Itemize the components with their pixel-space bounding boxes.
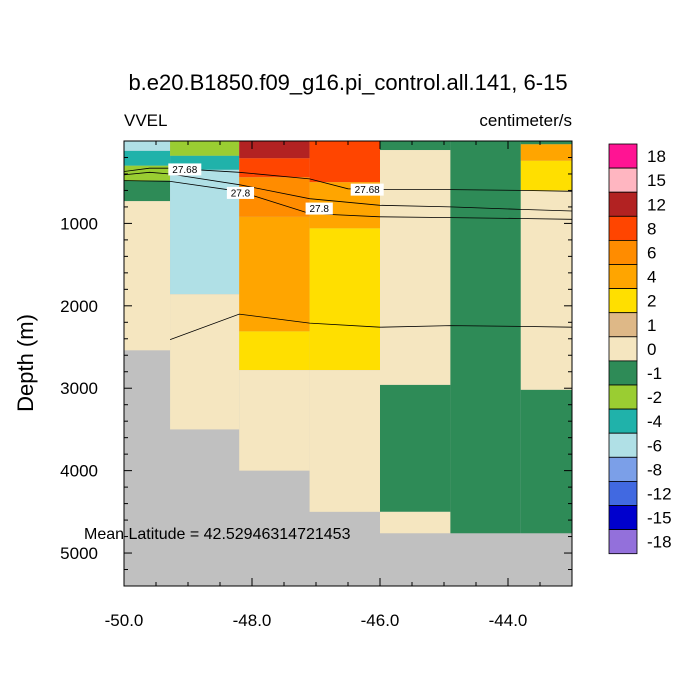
axis-ticks (123, 140, 573, 587)
colorbar-label: 8 (647, 219, 656, 238)
heatmap-cell (124, 150, 171, 166)
contour-line (169, 313, 573, 340)
contour-label: 27.68 (350, 183, 384, 196)
colorbar-swatch (608, 456, 638, 482)
y-tick-label: 3000 (60, 379, 98, 398)
colorbar-swatch (608, 191, 638, 217)
contour-label-text: 27.8 (309, 204, 329, 215)
heatmap-cell (170, 294, 240, 430)
colorbar-swatch (608, 505, 638, 531)
heatmap-cell (520, 190, 572, 390)
x-tick-label: -46.0 (361, 611, 400, 630)
colorbar-swatch (608, 143, 638, 169)
x-tick-label: -48.0 (233, 611, 272, 630)
colorbar-label: 6 (647, 243, 656, 262)
colorbar-swatch (608, 360, 638, 386)
colorbar-label: 0 (647, 340, 656, 359)
heatmap-cell (124, 201, 171, 351)
colorbar: 18 15 12 8 6 4 2 1 0 -1 -2 -4 -6 -8 -12 -15 -18 (608, 143, 672, 555)
contour-label-text: 27.68 (172, 165, 197, 176)
heatmap-cell (309, 228, 380, 371)
colorbar-label: -4 (647, 412, 662, 431)
chart-title: b.e20.B1850.f09_g16.pi_control.all.141, … (128, 70, 567, 95)
colorbar-label: 4 (647, 268, 656, 287)
x-tick-labels: -50.0 -48.0 -46.0 -44.0 (105, 611, 528, 630)
right-subtitle: centimeter/s (479, 111, 572, 130)
colorbar-label: -18 (647, 533, 672, 552)
heatmap-cell (239, 331, 310, 371)
colorbar-swatch (608, 167, 638, 193)
contour-line (123, 180, 573, 220)
heatmap-cell (239, 370, 310, 471)
heatmap-cell (380, 511, 451, 534)
contour-line (123, 171, 573, 212)
heatmap-cell (520, 144, 572, 161)
heatmap-cell (520, 160, 572, 191)
colorbar-label: 1 (647, 316, 656, 335)
colorbar-swatch (608, 408, 638, 434)
heatmap-cell (239, 158, 310, 178)
heatmap-cell (124, 180, 171, 202)
plot-area: 27.68 27.68 27.8 27.8 (123, 140, 573, 587)
colorbar-label: -8 (647, 460, 662, 479)
colorbar-label: -15 (647, 509, 672, 528)
heatmap-cell (309, 370, 380, 512)
contour-label-bg (226, 186, 255, 199)
colorbar-swatch (608, 215, 638, 241)
heatmap-cell (124, 141, 171, 151)
colorbar-label: -1 (647, 364, 662, 383)
heatmap-cell (309, 141, 380, 183)
contour-label: 27.68 (168, 163, 202, 176)
heatmap-cell (124, 165, 171, 181)
colorbar-label: -12 (647, 484, 672, 503)
contour-lines (123, 167, 573, 340)
y-tick-label: 4000 (60, 462, 98, 481)
contour-label: 27.8 (226, 186, 255, 199)
contour-label-text: 27.68 (355, 185, 380, 196)
colorbar-label: -2 (647, 388, 662, 407)
y-tick-label: 5000 (60, 544, 98, 563)
x-tick-label: -50.0 (105, 611, 144, 630)
contour-label-bg (168, 163, 202, 176)
y-axis-label: Depth (m) (13, 314, 38, 412)
contour-label-text: 27.8 (231, 188, 251, 199)
colorbar-label: 2 (647, 292, 656, 311)
colorbar-label: -6 (647, 436, 662, 455)
colorbar-label: 18 (647, 147, 666, 166)
colorbar-swatch (608, 529, 638, 555)
colorbar-label: 15 (647, 171, 666, 190)
colorbar-swatch (608, 336, 638, 362)
contour-label-bg (305, 202, 333, 215)
colorbar-swatch (608, 432, 638, 458)
y-tick-labels: 1000 2000 3000 4000 5000 (60, 214, 98, 563)
left-subtitle: VVEL (124, 111, 167, 130)
heatmap-cell (520, 141, 572, 145)
heatmap-cell (239, 216, 310, 332)
colorbar-swatch (608, 264, 638, 290)
colorbar-swatch (608, 288, 638, 314)
heatmap-cell (170, 141, 240, 156)
contour-label: 27.8 (305, 202, 333, 215)
heatmap-cell (380, 384, 451, 512)
mean-latitude-annotation: Mean Latitude = 42.52946314721453 (84, 526, 351, 543)
contour-line (123, 167, 573, 192)
colorbar-swatch (608, 312, 638, 338)
y-tick-label: 1000 (60, 214, 98, 233)
x-tick-label: -44.0 (489, 611, 528, 630)
contour-labels: 27.68 27.68 27.8 27.8 (168, 163, 384, 215)
colorbar-swatch (608, 384, 638, 410)
contour-label-bg (350, 183, 384, 196)
heatmap-cell (520, 389, 572, 534)
colorbar-label: 12 (647, 195, 666, 214)
y-tick-label: 2000 (60, 297, 98, 316)
heatmap-cell (380, 150, 451, 385)
heatmap-cell (239, 141, 310, 159)
heatmap-cell (450, 141, 521, 534)
colorbar-swatch (608, 480, 638, 506)
heatmap-cell (380, 141, 451, 151)
colorbar-swatch (608, 239, 638, 265)
